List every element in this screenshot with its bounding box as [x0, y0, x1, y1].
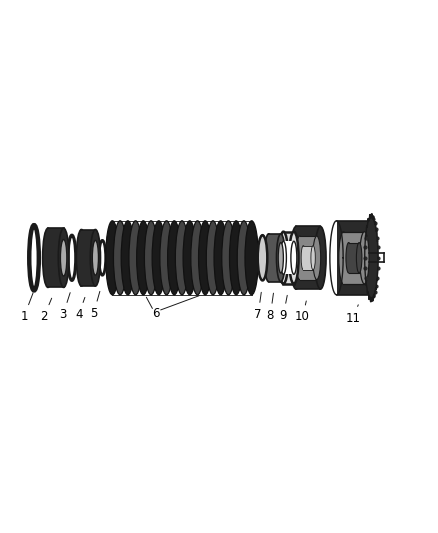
Ellipse shape — [278, 243, 283, 273]
Ellipse shape — [183, 221, 196, 295]
Ellipse shape — [198, 221, 212, 295]
Text: 9: 9 — [279, 295, 287, 322]
Ellipse shape — [290, 227, 302, 289]
Ellipse shape — [175, 221, 189, 295]
Text: 10: 10 — [295, 301, 310, 324]
Text: 8: 8 — [267, 293, 274, 322]
Ellipse shape — [58, 228, 69, 287]
Ellipse shape — [339, 232, 348, 284]
Ellipse shape — [280, 241, 286, 274]
Bar — [336, 221, 371, 295]
Ellipse shape — [279, 232, 288, 284]
Ellipse shape — [168, 221, 181, 295]
Ellipse shape — [137, 221, 150, 295]
Ellipse shape — [106, 221, 119, 295]
Bar — [81, 230, 95, 286]
Ellipse shape — [357, 243, 362, 273]
Ellipse shape — [206, 221, 219, 295]
Text: 6: 6 — [152, 306, 159, 320]
Bar — [300, 236, 317, 279]
Ellipse shape — [90, 230, 100, 286]
Text: 2: 2 — [40, 298, 52, 323]
Bar — [283, 241, 294, 274]
Text: 5: 5 — [90, 292, 100, 320]
Ellipse shape — [60, 239, 67, 276]
Text: 7: 7 — [254, 292, 262, 321]
Ellipse shape — [113, 221, 127, 295]
Ellipse shape — [42, 228, 53, 287]
Text: 3: 3 — [60, 293, 70, 321]
Bar — [296, 227, 321, 289]
Bar — [349, 243, 359, 273]
Polygon shape — [365, 214, 378, 302]
Bar — [268, 234, 281, 282]
Ellipse shape — [237, 221, 251, 295]
Ellipse shape — [311, 246, 315, 270]
Ellipse shape — [313, 236, 321, 279]
Bar — [48, 228, 64, 287]
Ellipse shape — [76, 230, 87, 286]
Ellipse shape — [245, 221, 258, 295]
Bar — [304, 246, 313, 270]
Ellipse shape — [291, 241, 297, 274]
Ellipse shape — [264, 234, 273, 282]
Bar — [343, 232, 364, 284]
Ellipse shape — [315, 227, 326, 289]
Ellipse shape — [222, 221, 235, 295]
Ellipse shape — [360, 232, 369, 284]
Ellipse shape — [160, 221, 173, 295]
Ellipse shape — [296, 236, 304, 279]
Ellipse shape — [258, 235, 267, 280]
Ellipse shape — [214, 221, 227, 295]
Ellipse shape — [152, 221, 166, 295]
Ellipse shape — [230, 221, 243, 295]
Ellipse shape — [276, 234, 285, 282]
Ellipse shape — [121, 221, 134, 295]
Ellipse shape — [289, 232, 299, 284]
Ellipse shape — [346, 243, 351, 273]
Ellipse shape — [145, 221, 158, 295]
Text: 4: 4 — [75, 297, 85, 321]
Text: 11: 11 — [346, 305, 360, 325]
Bar — [283, 232, 294, 284]
Text: 1: 1 — [20, 293, 33, 323]
Ellipse shape — [301, 246, 306, 270]
Ellipse shape — [92, 240, 99, 275]
Ellipse shape — [191, 221, 204, 295]
Ellipse shape — [129, 221, 142, 295]
